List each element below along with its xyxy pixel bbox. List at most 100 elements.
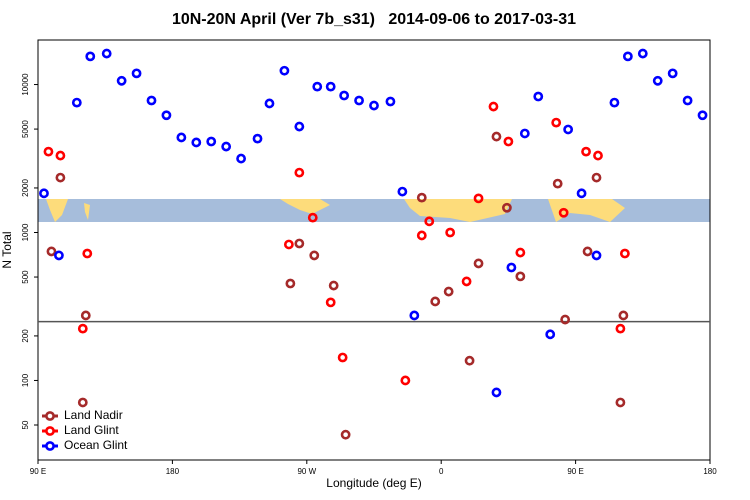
point <box>552 178 563 189</box>
point <box>443 286 454 297</box>
x-tick-label: 180 <box>166 467 180 476</box>
point <box>506 262 517 273</box>
point <box>294 167 305 178</box>
point <box>46 246 57 257</box>
point <box>131 68 142 79</box>
point <box>54 250 64 261</box>
y-tick-label: 100 <box>21 373 30 387</box>
point <box>502 202 512 213</box>
legend-marker <box>45 411 55 421</box>
point <box>545 329 556 340</box>
point <box>55 150 66 161</box>
point <box>615 323 626 334</box>
point <box>82 248 93 259</box>
point <box>101 48 112 59</box>
point <box>309 250 320 261</box>
point <box>416 230 427 241</box>
y-tick-label: 10000 <box>21 73 30 96</box>
point <box>652 75 663 86</box>
y-tick-label: 200 <box>21 329 30 343</box>
point <box>146 95 157 106</box>
point <box>161 110 172 121</box>
point <box>71 97 82 108</box>
x-axis-label: Longitude (deg E) <box>326 476 421 490</box>
point <box>191 137 202 148</box>
point <box>400 375 411 386</box>
x-tick-label: 180 <box>703 467 717 476</box>
point <box>581 146 591 157</box>
point <box>283 239 294 250</box>
point <box>622 51 633 62</box>
point <box>445 227 456 238</box>
point <box>424 216 435 227</box>
point <box>279 65 290 76</box>
point <box>294 238 305 249</box>
point <box>369 100 379 111</box>
point <box>619 248 630 259</box>
point <box>682 95 693 106</box>
map-strip <box>38 199 710 222</box>
legend-marker <box>45 441 55 451</box>
point <box>409 310 420 321</box>
point <box>77 397 88 408</box>
point <box>397 186 408 197</box>
y-tick-label: 5000 <box>21 120 30 138</box>
legend-label: Ocean Glint <box>64 438 128 452</box>
point <box>464 355 475 366</box>
point <box>252 133 263 144</box>
point <box>285 278 296 289</box>
point <box>85 51 96 62</box>
point <box>430 296 441 307</box>
point <box>39 188 49 199</box>
point <box>563 124 574 135</box>
point <box>591 250 602 261</box>
point <box>236 153 246 164</box>
point <box>697 110 708 121</box>
point <box>591 172 602 183</box>
legend-label: Land Glint <box>64 423 119 437</box>
point <box>416 192 427 203</box>
point <box>55 172 66 183</box>
point <box>637 48 648 59</box>
point <box>312 81 323 92</box>
point <box>339 90 350 101</box>
y-tick-label: 2000 <box>21 179 30 197</box>
point <box>515 271 526 282</box>
point <box>43 146 54 157</box>
point <box>385 96 396 107</box>
point <box>503 136 514 147</box>
point <box>491 131 502 142</box>
point <box>618 310 629 321</box>
point <box>116 75 127 86</box>
point <box>221 141 232 152</box>
point <box>473 193 484 204</box>
point <box>294 121 305 132</box>
point <box>533 91 544 102</box>
point <box>491 387 502 398</box>
x-tick-label: 90 W <box>297 467 316 476</box>
x-tick-label: 90 E <box>30 467 46 476</box>
point <box>354 95 364 106</box>
point <box>80 310 91 321</box>
point <box>593 150 603 161</box>
point <box>307 212 318 223</box>
point <box>615 397 626 408</box>
point <box>582 246 593 257</box>
point <box>473 258 484 269</box>
y-axis-label: N Total <box>0 231 14 268</box>
point <box>558 207 569 218</box>
legend-marker <box>45 426 55 436</box>
point <box>340 429 351 440</box>
point <box>515 247 526 258</box>
point <box>609 97 620 108</box>
point <box>519 128 530 139</box>
point <box>576 188 587 199</box>
point <box>325 297 336 308</box>
point <box>176 132 187 143</box>
x-tick-label: 0 <box>439 467 444 476</box>
point <box>560 314 571 325</box>
x-tick-label: 90 E <box>567 467 583 476</box>
point <box>667 68 678 79</box>
point <box>328 280 339 291</box>
